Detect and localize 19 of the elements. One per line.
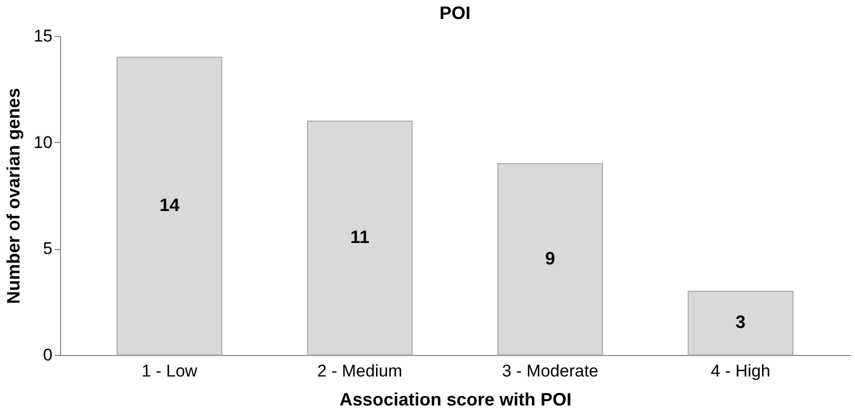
y-tick-label: 5 <box>43 239 52 258</box>
data-label: 14 <box>159 195 180 216</box>
y-axis-title: Number of ovarian genes <box>4 88 24 304</box>
y-tick-label: 15 <box>34 26 52 46</box>
x-axis-title: Association score with POI <box>339 390 572 410</box>
y-tick-label: 0 <box>43 346 52 364</box>
data-label: 9 <box>545 248 556 268</box>
bar <box>306 120 413 356</box>
data-label: 3 <box>736 312 746 332</box>
data-label: 11 <box>350 227 370 248</box>
x-tick-label: 2 - Medium <box>317 362 402 380</box>
y-tick-label: 10 <box>34 132 52 152</box>
bar <box>688 290 794 356</box>
x-tick-label: 3 - Moderate <box>502 362 598 380</box>
x-tick-label: 1 - Low <box>142 362 198 380</box>
bar <box>497 163 604 356</box>
x-tick-label: 4 - High <box>710 362 770 380</box>
bar <box>116 56 222 356</box>
chart-title: POI <box>439 3 471 23</box>
